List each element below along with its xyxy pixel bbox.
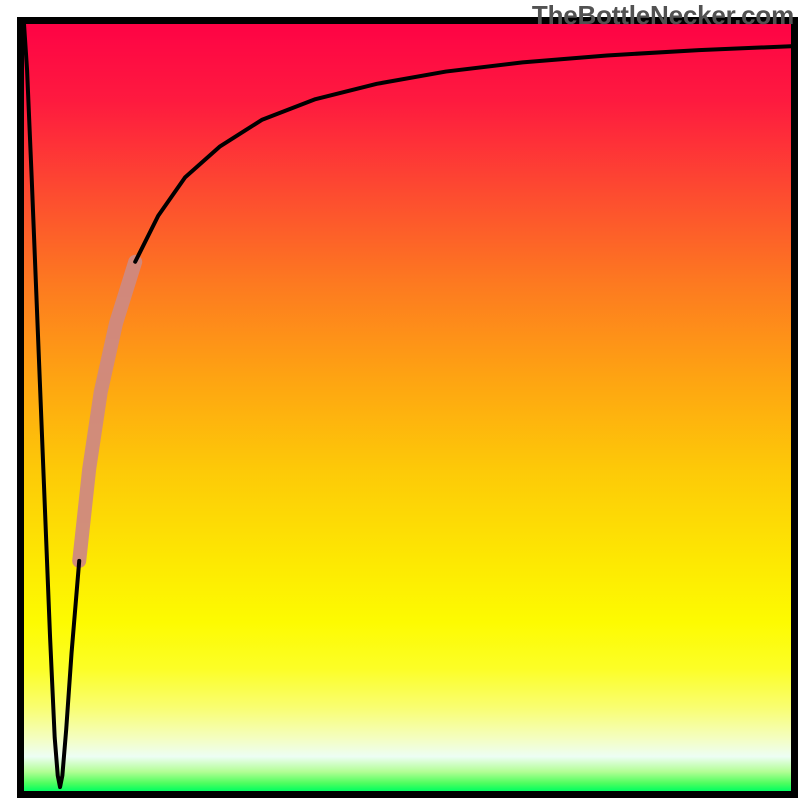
chart-svg bbox=[0, 0, 800, 800]
chart-container: TheBottleNecker.com bbox=[0, 0, 800, 800]
gradient-background bbox=[24, 24, 791, 791]
